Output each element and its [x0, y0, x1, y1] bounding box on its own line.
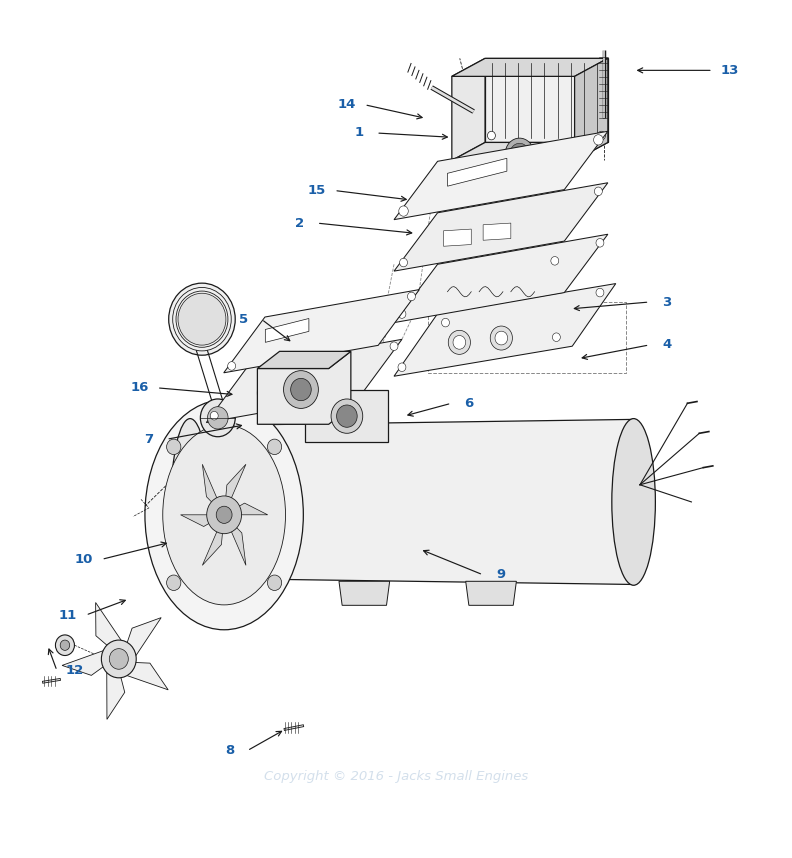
- Circle shape: [408, 293, 416, 301]
- Polygon shape: [394, 283, 616, 376]
- Circle shape: [291, 378, 311, 401]
- Circle shape: [207, 496, 242, 534]
- Circle shape: [216, 506, 232, 523]
- Polygon shape: [96, 602, 124, 647]
- Circle shape: [284, 371, 318, 408]
- Polygon shape: [483, 223, 511, 240]
- Circle shape: [166, 439, 181, 455]
- Text: 5: 5: [239, 312, 249, 326]
- Polygon shape: [126, 618, 162, 660]
- Circle shape: [227, 362, 236, 371]
- Circle shape: [210, 411, 218, 420]
- Circle shape: [495, 331, 508, 345]
- Text: 2: 2: [295, 216, 304, 230]
- Circle shape: [442, 318, 450, 327]
- Polygon shape: [257, 352, 351, 369]
- Polygon shape: [394, 131, 608, 220]
- Text: 10: 10: [74, 553, 93, 566]
- Polygon shape: [394, 183, 608, 271]
- Polygon shape: [451, 58, 608, 76]
- Polygon shape: [220, 582, 271, 606]
- Circle shape: [594, 135, 604, 145]
- Circle shape: [55, 635, 74, 656]
- Circle shape: [598, 131, 606, 140]
- Circle shape: [268, 439, 282, 455]
- Polygon shape: [181, 515, 224, 527]
- Ellipse shape: [171, 419, 209, 585]
- Polygon shape: [339, 582, 390, 606]
- Circle shape: [109, 649, 128, 669]
- Text: 1: 1: [354, 126, 364, 140]
- Circle shape: [505, 138, 534, 169]
- Text: 15: 15: [307, 184, 326, 197]
- Polygon shape: [190, 420, 634, 584]
- Circle shape: [550, 257, 559, 265]
- Circle shape: [265, 378, 294, 408]
- Polygon shape: [306, 390, 388, 442]
- Circle shape: [594, 187, 603, 196]
- Text: 3: 3: [662, 295, 672, 309]
- Polygon shape: [466, 582, 516, 606]
- Ellipse shape: [611, 419, 655, 585]
- Circle shape: [596, 239, 604, 247]
- Circle shape: [552, 333, 560, 341]
- Circle shape: [398, 310, 406, 318]
- Circle shape: [390, 341, 398, 350]
- Ellipse shape: [163, 425, 285, 605]
- Polygon shape: [224, 503, 268, 515]
- Circle shape: [268, 575, 282, 590]
- Polygon shape: [62, 649, 108, 675]
- Circle shape: [178, 293, 226, 345]
- Polygon shape: [265, 318, 309, 342]
- Text: 13: 13: [721, 63, 740, 77]
- Circle shape: [596, 288, 604, 297]
- Polygon shape: [122, 662, 168, 690]
- Polygon shape: [574, 58, 608, 160]
- Circle shape: [208, 407, 228, 429]
- Text: 11: 11: [59, 608, 78, 622]
- Circle shape: [398, 206, 409, 216]
- Polygon shape: [203, 515, 224, 565]
- Text: 7: 7: [144, 432, 154, 446]
- Circle shape: [101, 640, 136, 678]
- Circle shape: [398, 363, 406, 372]
- Circle shape: [60, 640, 70, 650]
- Text: Copyright © 2016 - Jacks Small Engines: Copyright © 2016 - Jacks Small Engines: [264, 770, 528, 783]
- Text: 8: 8: [225, 744, 234, 758]
- Polygon shape: [224, 464, 246, 515]
- Circle shape: [399, 258, 407, 267]
- Text: JACKS®: JACKS®: [336, 471, 456, 498]
- Text: 6: 6: [464, 396, 474, 410]
- Polygon shape: [107, 668, 125, 719]
- Circle shape: [331, 399, 363, 433]
- Circle shape: [448, 330, 470, 354]
- Polygon shape: [451, 58, 485, 160]
- Polygon shape: [394, 234, 608, 323]
- Circle shape: [337, 405, 357, 427]
- Circle shape: [488, 131, 496, 140]
- Text: 4: 4: [662, 338, 672, 352]
- Text: SMALL ENGINES: SMALL ENGINES: [327, 500, 465, 516]
- Ellipse shape: [145, 400, 303, 630]
- Polygon shape: [447, 158, 507, 186]
- Circle shape: [490, 326, 512, 350]
- Polygon shape: [257, 352, 351, 424]
- Polygon shape: [224, 515, 246, 565]
- Circle shape: [166, 575, 181, 590]
- Circle shape: [257, 369, 302, 417]
- Text: 14: 14: [337, 98, 356, 112]
- Polygon shape: [203, 464, 224, 515]
- Polygon shape: [444, 229, 471, 246]
- Circle shape: [169, 283, 235, 355]
- Circle shape: [510, 143, 529, 164]
- Polygon shape: [206, 339, 402, 422]
- Polygon shape: [223, 290, 420, 372]
- Text: 12: 12: [65, 664, 84, 678]
- Polygon shape: [451, 142, 608, 160]
- Polygon shape: [485, 58, 608, 142]
- Text: 9: 9: [496, 568, 505, 582]
- Text: 16: 16: [130, 381, 149, 395]
- Circle shape: [453, 335, 466, 349]
- Circle shape: [200, 399, 235, 437]
